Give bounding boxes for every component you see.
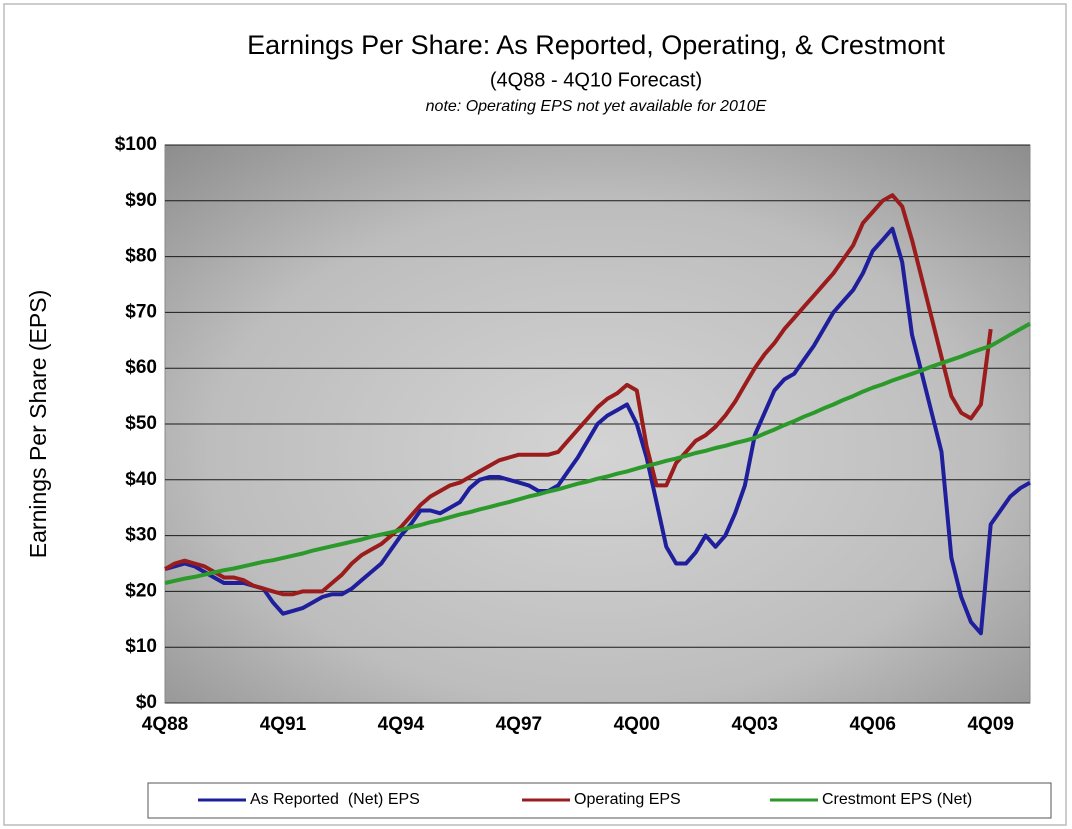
- y-tick-label: $80: [125, 246, 157, 267]
- legend-label: Crestmont EPS (Net): [822, 791, 972, 808]
- y-tick-label: $90: [125, 190, 157, 211]
- x-tick-label: 4Q06: [849, 714, 895, 735]
- series-line: [164, 226, 1031, 636]
- legend: [147, 782, 1052, 819]
- x-tick-label: 4Q88: [142, 714, 188, 735]
- chart-subtitle: (4Q88 - 4Q10 Forecast): [490, 69, 702, 91]
- x-tick-label: 4Q91: [260, 714, 307, 735]
- x-tick-label: 4Q03: [732, 714, 778, 735]
- chart-title: Earnings Per Share: As Reported, Operati…: [247, 30, 945, 60]
- y-tick-label: $50: [125, 413, 157, 434]
- chart-note: note: Operating EPS not yet available fo…: [426, 98, 767, 115]
- y-tick-label: $30: [125, 525, 157, 546]
- y-tick-label: $100: [115, 134, 157, 155]
- series-line: [164, 321, 1031, 585]
- y-tick-label: $70: [125, 301, 157, 322]
- legend-label: Operating EPS: [574, 791, 681, 808]
- legend-label: As Reported (Net) EPS: [250, 791, 420, 808]
- y-tick-label: $0: [136, 692, 157, 713]
- y-tick-label: $40: [125, 469, 157, 490]
- y-tick-label: $60: [125, 357, 157, 378]
- x-tick-label: 4Q97: [496, 714, 542, 735]
- y-tick-label: $10: [125, 636, 157, 657]
- series-line: [164, 193, 993, 597]
- x-tick-label: 4Q09: [967, 714, 1013, 735]
- x-tick-label: 4Q00: [614, 714, 660, 735]
- y-tick-label: $20: [125, 580, 157, 601]
- x-tick-label: 4Q94: [378, 714, 425, 735]
- y-axis-label: Earnings Per Share (EPS): [25, 290, 51, 558]
